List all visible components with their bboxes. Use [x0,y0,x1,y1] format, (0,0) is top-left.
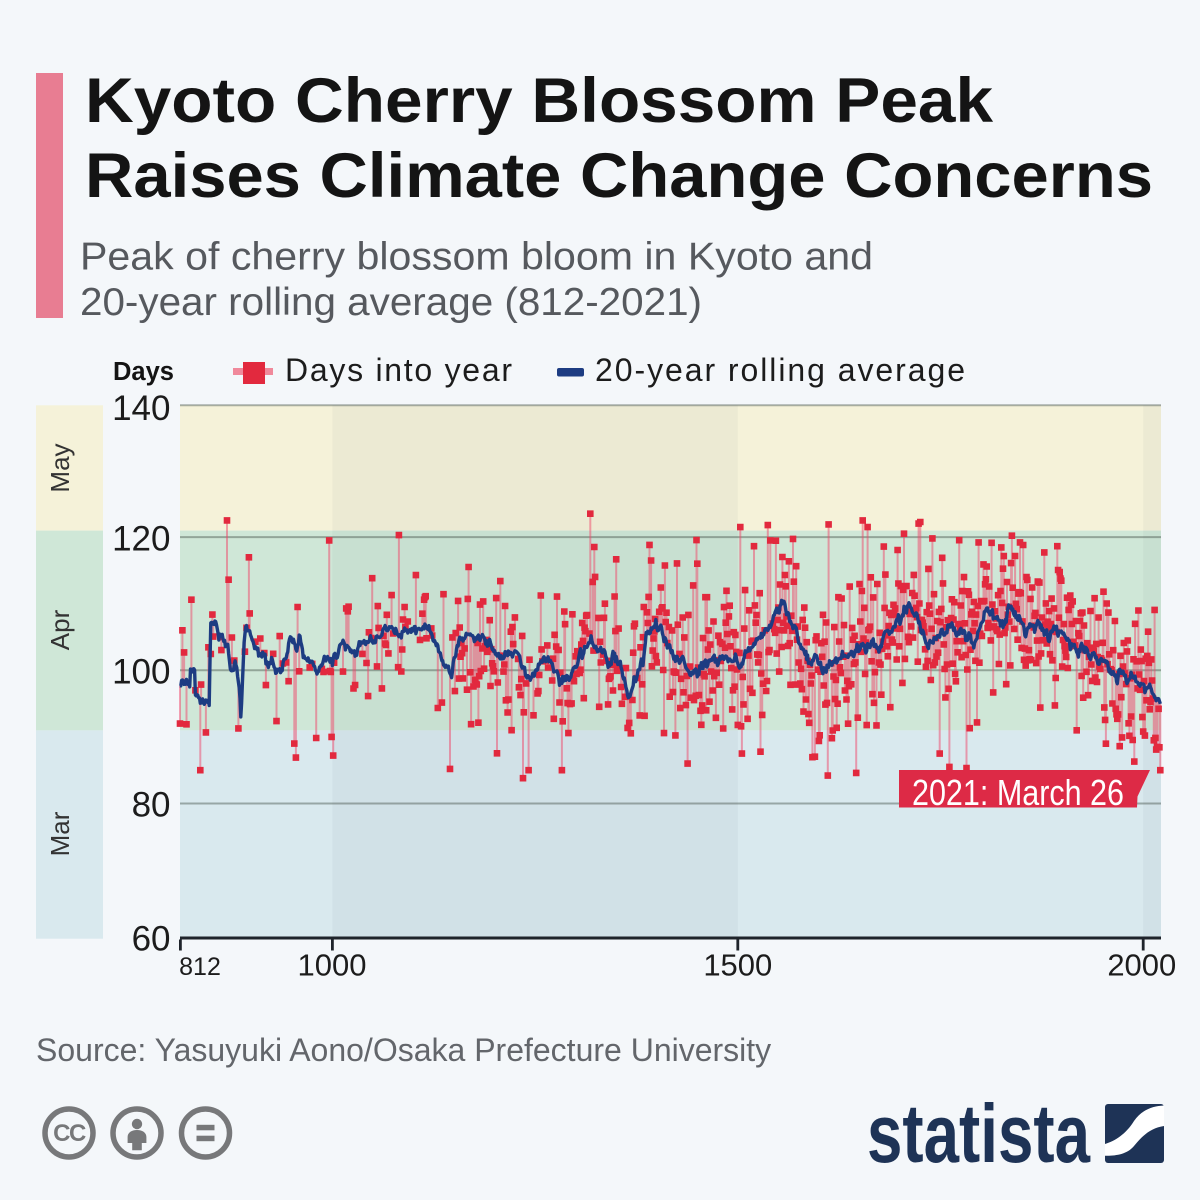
svg-text:60: 60 [132,920,171,959]
svg-text:100: 100 [112,653,170,692]
svg-text:20-year rolling average: 20-year rolling average [595,352,965,388]
svg-text:Source: Yasuyuki Aono/Osaka Pr: Source: Yasuyuki Aono/Osaka Prefecture U… [36,1032,771,1068]
svg-text:Mar: Mar [45,811,75,856]
svg-text:Raises Climate Change Concerns: Raises Climate Change Concerns [85,141,1153,211]
svg-text:Days: Days [113,358,174,386]
svg-text:20-year rolling average (812-2: 20-year rolling average (812-2021) [80,281,702,324]
svg-text:812: 812 [179,953,221,981]
svg-text:Apr: Apr [45,609,75,650]
svg-text:2000: 2000 [1107,947,1176,982]
svg-text:1500: 1500 [703,947,772,982]
svg-text:80: 80 [132,786,171,825]
svg-text:120: 120 [112,520,170,559]
svg-text:May: May [45,443,75,492]
svg-text:2021: March 26: 2021: March 26 [912,772,1124,813]
svg-text:CC: CC [53,1120,86,1147]
svg-text:Kyoto Cherry Blossom Peak: Kyoto Cherry Blossom Peak [85,66,994,136]
svg-text:Days into year: Days into year [285,352,512,388]
svg-text:140: 140 [112,389,170,428]
svg-text:Peak of cherry blossom bloom i: Peak of cherry blossom bloom in Kyoto an… [80,236,873,279]
svg-text:1000: 1000 [298,947,367,982]
svg-text:statista: statista [867,1087,1091,1180]
